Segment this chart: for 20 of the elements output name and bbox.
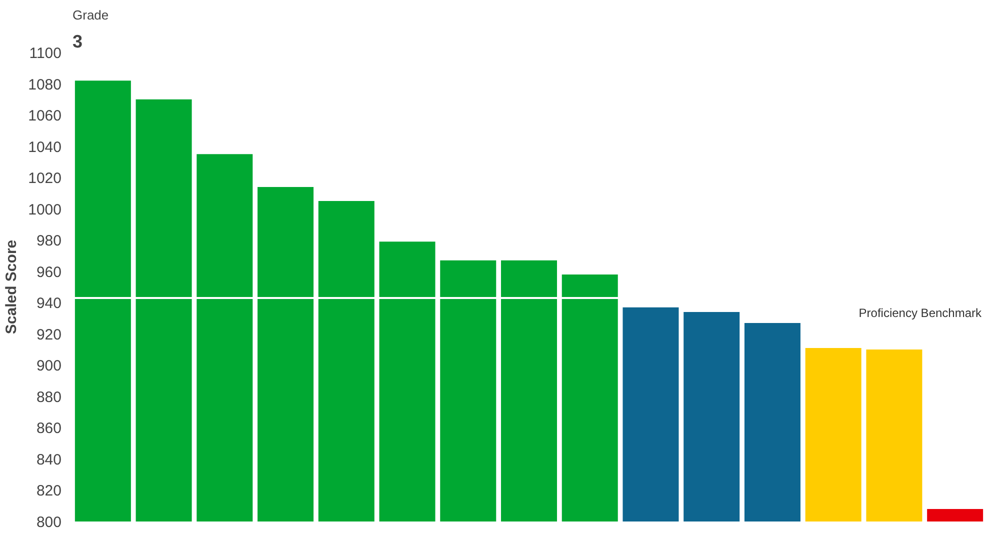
y-tick-label: 800 (36, 514, 62, 531)
y-tick-label: 1020 (28, 170, 62, 188)
y-tick-label: 860 (36, 420, 62, 438)
y-tick-label: 1000 (28, 201, 62, 218)
chart-subtitle: 3 (72, 32, 83, 52)
y-tick-label: 900 (36, 358, 62, 375)
y-tick-label: 1100 (29, 45, 62, 62)
y-tick-label: 1060 (28, 108, 62, 125)
chart-title: Grade (72, 8, 109, 22)
y-tick-label: 960 (36, 264, 62, 281)
y-tick-label: 920 (36, 326, 62, 344)
y-tick-label: 980 (36, 232, 62, 250)
ref-line-label: Proficiency Benchmark (858, 306, 982, 320)
y-tick-label: 820 (36, 482, 62, 500)
y-tick-label: 840 (36, 451, 62, 468)
y-tick-label: 940 (36, 295, 62, 312)
y-axis-title: Scaled Score (3, 240, 20, 334)
y-tick-label: 1080 (28, 76, 62, 94)
y-tick-label: 1040 (28, 138, 62, 156)
y-tick-label: 880 (36, 388, 62, 406)
